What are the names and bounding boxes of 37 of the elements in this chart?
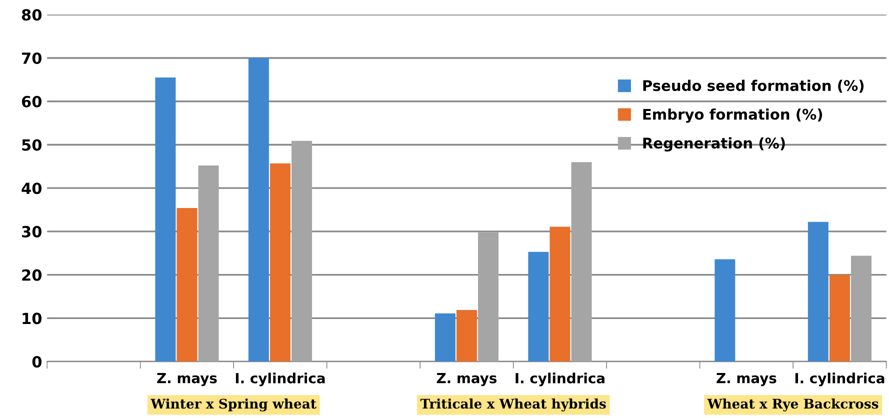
text: Winter x Spring wheat <box>150 398 316 412</box>
y-tick-label: 80 <box>22 9 42 21</box>
bar <box>292 140 312 362</box>
legend-label: Pseudo seed formation (%) <box>643 80 864 93</box>
y-tick-label: 10 <box>22 312 42 324</box>
bar <box>829 274 850 362</box>
x-tick-label: I. cylindrica <box>516 372 604 386</box>
bar <box>155 78 176 362</box>
legend-label: Regeneration (%) <box>643 137 785 152</box>
y-tick-label: 70 <box>22 52 42 64</box>
y-tick-label: 20 <box>22 269 42 281</box>
y-tick-label: 40 <box>22 182 42 194</box>
bar <box>270 163 290 362</box>
x-tick-label: Z. mays <box>157 373 217 386</box>
bar <box>434 313 456 362</box>
bar <box>198 166 219 362</box>
bar <box>176 208 198 362</box>
y-tick-label: 30 <box>22 226 42 238</box>
text: Triticale x Wheat hybrids <box>420 398 606 412</box>
legend-label: Embryo formation (%) <box>643 108 822 123</box>
x-tick-label: I. cylindrica <box>795 372 884 386</box>
bar <box>528 252 549 362</box>
bar <box>571 162 592 362</box>
x-tick-label: I. cylindrica <box>236 372 325 386</box>
bar <box>248 58 269 362</box>
bar <box>714 259 736 362</box>
bar <box>850 256 872 362</box>
bar <box>478 232 499 362</box>
x-tick-label: Z. mays <box>436 373 497 386</box>
text: Wheat x Rye Backcross <box>707 398 878 412</box>
y-tick-label: 0 <box>32 356 42 368</box>
y-tick-label: 60 <box>22 96 42 108</box>
x-tick-label: Z. mays <box>716 373 776 386</box>
bar <box>550 226 570 362</box>
y-tick-label: 50 <box>22 139 42 151</box>
bar <box>808 222 828 362</box>
bar <box>456 310 477 362</box>
